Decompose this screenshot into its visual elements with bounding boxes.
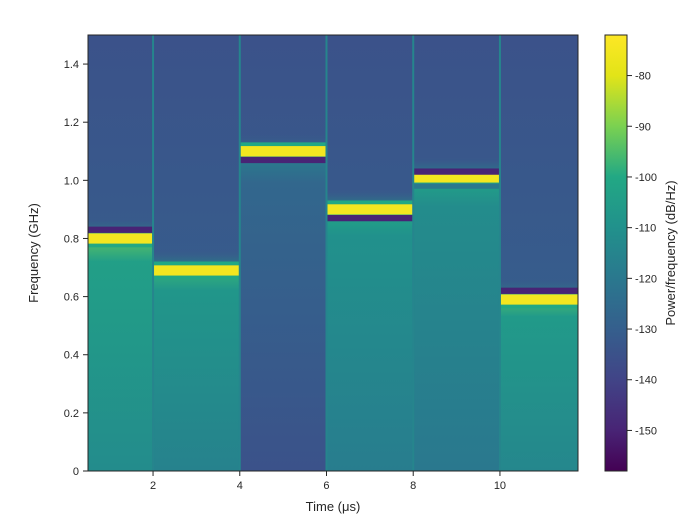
- colorbar-tick-label: -150: [635, 425, 657, 437]
- colorbar-tick-label: -100: [635, 172, 657, 184]
- column-below: [88, 238, 153, 471]
- sideband-below: [413, 184, 500, 189]
- colorbar-tick-label: -90: [635, 121, 651, 133]
- peak-edge: [240, 142, 327, 146]
- column-below: [153, 270, 240, 471]
- sideband: [413, 168, 500, 174]
- column-boundary: [412, 35, 414, 471]
- peak-edge: [153, 262, 240, 266]
- sideband: [88, 227, 153, 233]
- peak-edge: [500, 305, 578, 309]
- colorbar-tick-label: -130: [635, 324, 657, 336]
- ytick-label: 1.4: [64, 59, 79, 71]
- column-below: [240, 151, 327, 471]
- colorbar-tick-label: -110: [635, 223, 656, 235]
- column-boundary: [152, 35, 154, 471]
- colorbar-tick-label: -140: [635, 375, 657, 387]
- sideband: [240, 157, 327, 163]
- peak-band: [153, 265, 240, 275]
- peak-band: [88, 233, 153, 243]
- xtick-label: 6: [323, 480, 329, 492]
- ytick-label: 0.8: [64, 233, 79, 245]
- column-boundary: [325, 35, 327, 471]
- peak-band: [500, 294, 578, 304]
- spectrogram-figure: 2 4 6 8 10 0 0.2 0.4 0.6 0.8 1.0 1.2 1.4 Time (μs) Fre…: [0, 0, 700, 525]
- ytick-label: 0: [73, 466, 79, 478]
- ytick-label: 0.4: [64, 350, 79, 362]
- column-below: [326, 209, 413, 471]
- peak-edge: [326, 201, 413, 205]
- xtick-label: 4: [237, 480, 243, 492]
- column-boundary: [239, 35, 241, 471]
- xtick-label: 2: [150, 480, 156, 492]
- column-below: [413, 177, 500, 471]
- sideband: [500, 288, 578, 294]
- column-boundary: [499, 35, 501, 471]
- xtick-label: 10: [494, 480, 506, 492]
- ytick-label: 0.6: [64, 292, 79, 304]
- colorbar-label: Power/frequency (dB/Hz): [663, 180, 678, 325]
- xtick-label: 8: [410, 480, 416, 492]
- colorbar-tick-label: -80: [635, 71, 651, 83]
- ytick-label: 1.0: [64, 175, 79, 187]
- peak-edge: [88, 244, 153, 248]
- colorbar: [605, 35, 627, 471]
- ylabel: Frequency (GHz): [26, 203, 41, 303]
- column-below: [500, 300, 578, 471]
- ytick-label: 1.2: [64, 117, 79, 129]
- peak-band: [240, 146, 327, 156]
- sideband: [326, 215, 413, 221]
- ytick-label: 0.2: [64, 408, 79, 420]
- colorbar-tick-label: -120: [635, 273, 657, 285]
- peak-band: [326, 204, 413, 214]
- xlabel: Time (μs): [306, 499, 361, 514]
- peak-edge: [153, 276, 240, 280]
